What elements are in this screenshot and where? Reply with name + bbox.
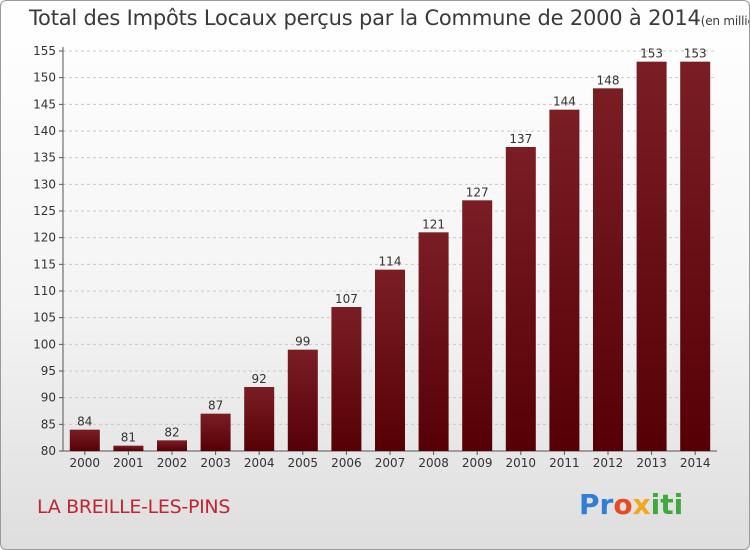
y-tick-label: 105 xyxy=(33,311,56,325)
x-tick-label: 2014 xyxy=(680,456,711,470)
y-tick-label: 140 xyxy=(33,124,56,138)
x-tick-label: 2012 xyxy=(593,456,624,470)
x-tick-label: 2010 xyxy=(506,456,537,470)
bar-value-label: 81 xyxy=(121,431,136,445)
y-tick-label: 150 xyxy=(33,71,56,85)
bar xyxy=(505,147,536,451)
bar-value-label: 92 xyxy=(252,372,267,386)
bar xyxy=(549,109,580,452)
bar xyxy=(244,387,275,451)
bar-value-label: 84 xyxy=(77,415,92,429)
bar-value-label: 144 xyxy=(553,95,576,109)
bar xyxy=(157,440,187,451)
y-tick-label: 85 xyxy=(41,417,56,431)
bar-value-label: 99 xyxy=(295,335,310,349)
chart-title: Total des Impôts Locaux perçus par la Co… xyxy=(29,6,749,30)
bar-value-label: 82 xyxy=(164,425,179,439)
y-tick-label: 145 xyxy=(33,97,56,111)
y-tick-label: 80 xyxy=(41,444,56,458)
y-tick-label: 100 xyxy=(33,337,56,351)
x-tick-label: 2008 xyxy=(418,456,449,470)
x-tick-label: 2005 xyxy=(288,456,319,470)
y-tick-label: 90 xyxy=(41,391,56,405)
x-tick-label: 2011 xyxy=(549,456,580,470)
x-tick-label: 2000 xyxy=(70,456,101,470)
y-tick-label: 125 xyxy=(33,204,56,218)
bar-value-label: 127 xyxy=(466,185,489,199)
bar-value-label: 153 xyxy=(684,47,707,61)
bar xyxy=(200,413,231,451)
x-tick-label: 2001 xyxy=(113,456,144,470)
x-tick-label: 2007 xyxy=(375,456,406,470)
x-tick-label: 2006 xyxy=(331,456,362,470)
bar-value-label: 153 xyxy=(640,47,663,61)
x-tick-label: 2002 xyxy=(157,456,188,470)
bar xyxy=(593,88,623,451)
y-tick-label: 130 xyxy=(33,177,56,191)
x-tick-label: 2009 xyxy=(462,456,493,470)
bar-value-label: 121 xyxy=(422,217,445,231)
bar xyxy=(680,61,711,452)
x-tick-label: 2003 xyxy=(200,456,231,470)
chart-title-text: Total des Impôts Locaux perçus par la Co… xyxy=(29,6,701,30)
bar xyxy=(636,61,667,452)
y-tick-label: 120 xyxy=(33,231,56,245)
bar xyxy=(287,349,318,451)
bar-value-label: 137 xyxy=(509,132,532,146)
chart-title-unit: (en milliers d'€) xyxy=(700,14,749,28)
bar xyxy=(113,445,144,451)
bar xyxy=(375,269,405,451)
y-tick-label: 155 xyxy=(33,44,56,58)
y-tick-label: 110 xyxy=(33,284,56,298)
bar xyxy=(418,232,449,451)
bar xyxy=(331,307,362,451)
bar-value-label: 107 xyxy=(335,292,358,306)
x-tick-label: 2004 xyxy=(244,456,275,470)
y-tick-label: 115 xyxy=(33,257,56,271)
x-tick-label: 2013 xyxy=(636,456,667,470)
bar-value-label: 87 xyxy=(208,399,223,413)
bar-value-label: 114 xyxy=(379,255,402,269)
proxiti-logo[interactable]: Proxiti xyxy=(579,488,684,521)
bar xyxy=(462,200,493,451)
bar-value-label: 148 xyxy=(597,73,620,87)
y-tick-label: 95 xyxy=(41,364,56,378)
bar xyxy=(69,429,100,451)
commune-name: LA BREILLE-LES-PINS xyxy=(37,496,231,518)
y-tick-label: 135 xyxy=(33,151,56,165)
